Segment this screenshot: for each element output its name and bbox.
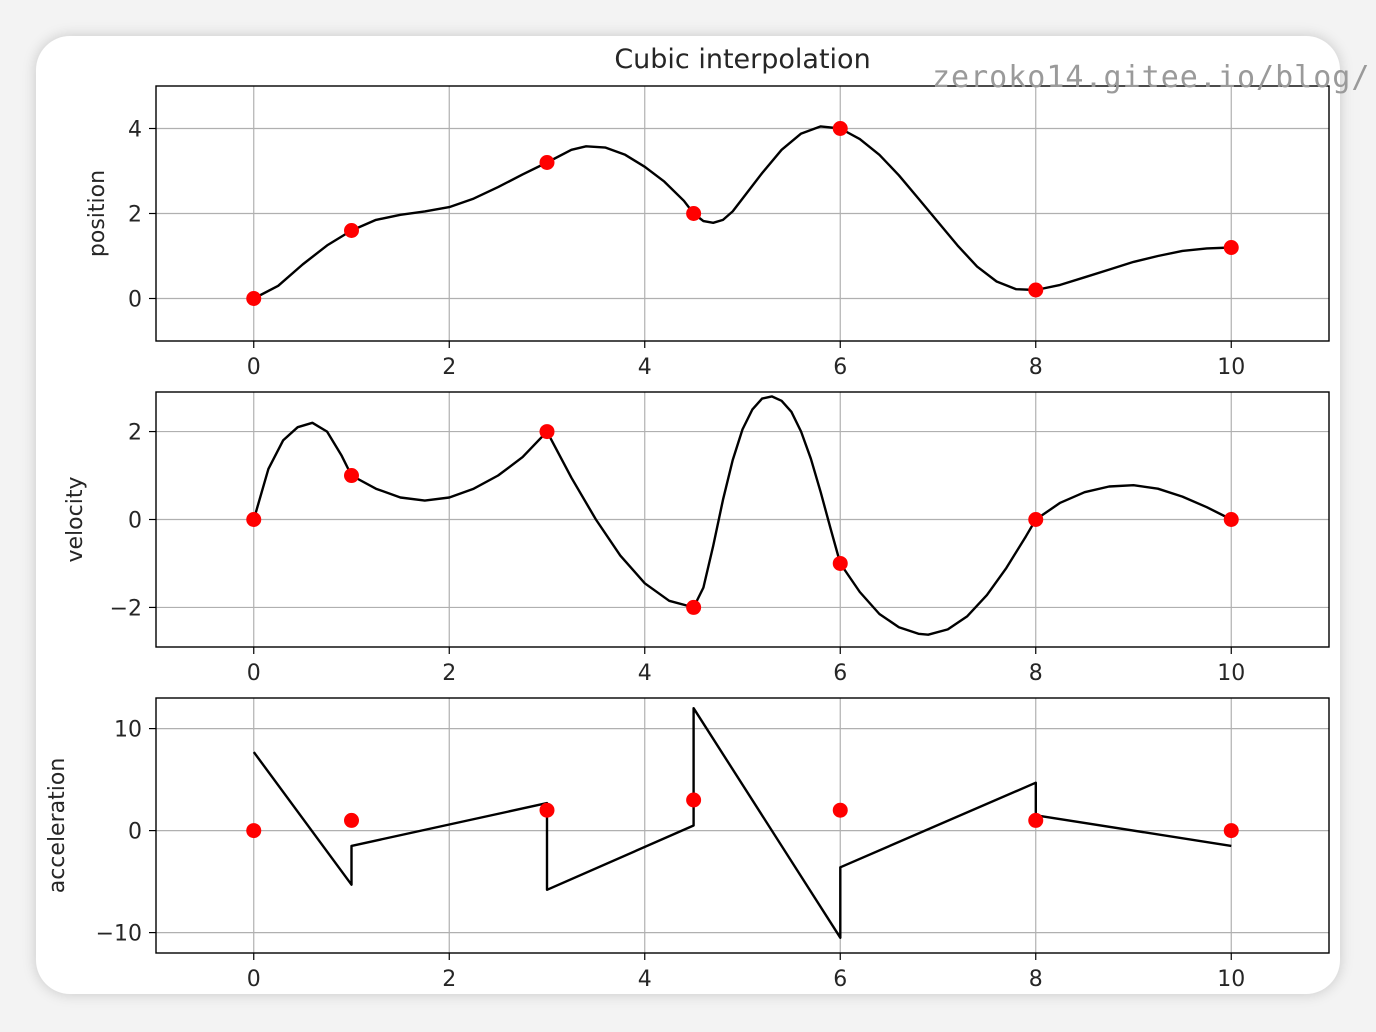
position-ytick-label: 4 xyxy=(128,118,142,143)
position-data-point xyxy=(686,206,702,221)
velocity-xtick-label: 0 xyxy=(247,661,261,686)
acceleration-axes-frame xyxy=(155,697,1330,954)
acceleration-data-point xyxy=(539,802,555,818)
velocity-data-point xyxy=(246,512,262,527)
position-data-point xyxy=(1028,282,1044,298)
figure-card: 0 2 4 6 8 10 0 2 4 position Cubic interpolation 0 2 4… xyxy=(36,36,1369,994)
position-data-point xyxy=(344,223,359,238)
acceleration-data-point xyxy=(1028,812,1044,828)
figure-canvas: 0 2 4 6 8 10 0 2 4 position Cubic interpolation 0 2 4… xyxy=(45,44,1330,992)
position-data-point xyxy=(246,291,262,306)
velocity-ytick-label: −2 xyxy=(110,596,142,621)
acceleration-curve xyxy=(252,707,1232,939)
velocity-data-point xyxy=(1223,512,1239,527)
velocity-data-point xyxy=(832,555,848,571)
position-axes-frame xyxy=(155,85,1330,342)
velocity-xtick-label: 8 xyxy=(1029,661,1043,686)
position-data-point xyxy=(1223,240,1239,255)
velocity-ylabel: velocity xyxy=(63,477,88,563)
position-curve xyxy=(253,125,1232,300)
position-xtick-label: 6 xyxy=(833,355,847,380)
velocity-data-point xyxy=(344,468,359,484)
velocity-ytick-label: 2 xyxy=(128,421,142,446)
position-xtick-label: 2 xyxy=(442,355,456,380)
velocity-curve xyxy=(252,395,1232,636)
position-data-point xyxy=(832,121,848,136)
velocity-xtick-label: 4 xyxy=(638,661,652,686)
position-xtick-label: 4 xyxy=(638,355,652,380)
position-ytick-label: 0 xyxy=(128,288,142,313)
position-xtick-label: 0 xyxy=(247,355,261,380)
acceleration-data-point xyxy=(686,792,702,808)
acceleration-data-point xyxy=(832,802,848,818)
acceleration-ylabel: acceleration xyxy=(45,758,70,894)
position-ytick-label: 2 xyxy=(128,203,142,228)
watermark-text: zeroko14.gitee.io/blog/ xyxy=(932,60,1371,95)
velocity-data-point xyxy=(686,599,702,615)
acceleration-ytick-label: −10 xyxy=(96,922,142,947)
velocity-xtick-label: 10 xyxy=(1217,661,1245,686)
acceleration-xtick-label: 2 xyxy=(442,967,456,992)
position-xtick-label: 8 xyxy=(1029,355,1043,380)
velocity-data-point xyxy=(1028,512,1044,527)
chart-title: Cubic interpolation xyxy=(614,44,870,75)
acceleration-ytick-label: 0 xyxy=(128,820,142,845)
acceleration-xtick-label: 6 xyxy=(833,967,847,992)
position-ylabel: position xyxy=(85,170,110,257)
velocity-ytick-label: 0 xyxy=(128,509,142,534)
velocity-axes-frame xyxy=(155,391,1330,648)
velocity-xtick-label: 6 xyxy=(833,661,847,686)
position-xtick-label: 10 xyxy=(1217,355,1245,380)
acceleration-data-point xyxy=(344,812,359,828)
acceleration-data-point xyxy=(246,823,262,839)
acceleration-xtick-label: 0 xyxy=(247,967,261,992)
acceleration-xtick-label: 10 xyxy=(1217,967,1245,992)
velocity-data-point xyxy=(539,424,555,440)
velocity-xtick-label: 2 xyxy=(442,661,456,686)
acceleration-xtick-label: 4 xyxy=(638,967,652,992)
position-data-point xyxy=(539,155,555,170)
acceleration-ytick-label: 10 xyxy=(114,718,142,743)
acceleration-data-point xyxy=(1223,823,1239,839)
acceleration-xtick-label: 8 xyxy=(1029,967,1043,992)
